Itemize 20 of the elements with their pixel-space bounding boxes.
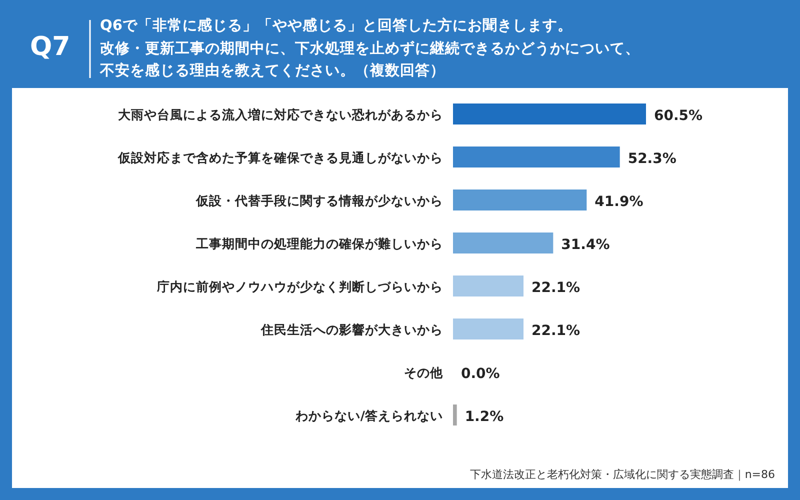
y-tick-label: その他 (404, 365, 444, 380)
data-label: 52.3% (628, 151, 676, 167)
text: 下水道法改正と老朽化対策・広域化に関する実態調査｜n=86 (470, 468, 775, 481)
y-tick-label: 工事期間中の処理能力の確保が難しいから (195, 236, 443, 251)
data-label: 22.1% (532, 323, 580, 339)
chart-subtitle: 改修・更新工事の期間中に、下水処理を止めずに継続できるかどうかについて、不安を感じる理由を教えてください。（複数回答） (99, 39, 640, 79)
data-label: 1.2% (464, 409, 504, 425)
text: Q7 (30, 32, 70, 62)
data-label: 60.5% (654, 108, 703, 124)
data-label: 41.9% (594, 194, 644, 210)
text: Q6で「非常に感じる」「やや感じる」と回答した方にお聞きします。 (100, 16, 572, 34)
y-tick-label: 仮設対応まで含めた予算を確保できる見通しがないから (117, 150, 443, 165)
y-tick-label: 仮設・代替手段に関する情報が少ないから (195, 193, 443, 208)
data-label: 31.4% (561, 237, 610, 253)
y-tick-label: わからない/答えられない (294, 408, 443, 423)
y-tick-label: 庁内に前例やノウハウが少なく判断しづらいから (156, 279, 443, 294)
data-label: 22.1% (532, 280, 580, 296)
y-tick-label: 大雨や台風による流入増に対応できない恐れがあるから (118, 107, 443, 122)
data-label: 0.0% (461, 366, 500, 382)
y-tick-label: 住民生活への影響が大きいから (260, 322, 443, 337)
